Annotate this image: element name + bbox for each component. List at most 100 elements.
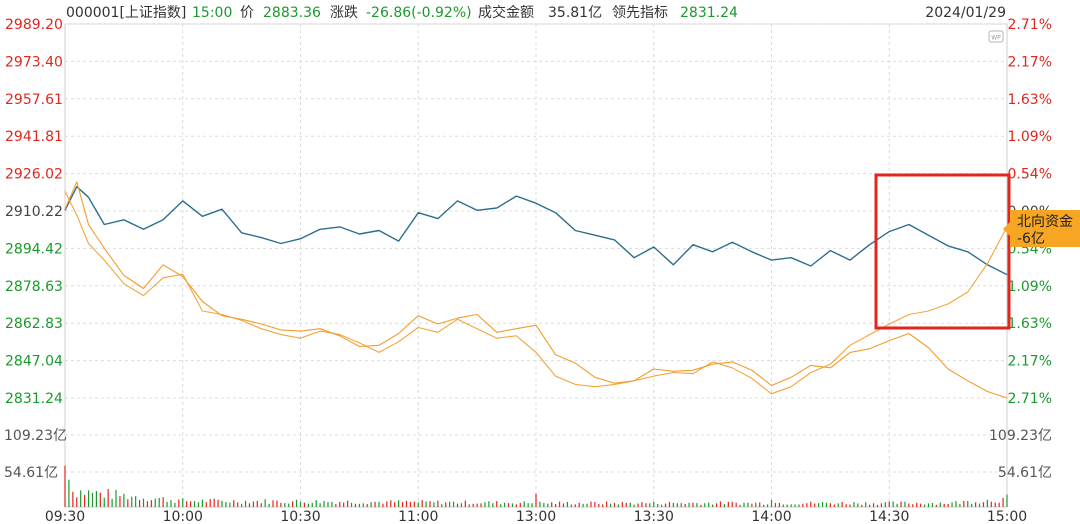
- volume-bar: [849, 504, 851, 507]
- volume-bar: [433, 502, 435, 507]
- volume-bar: [519, 502, 521, 507]
- volume-bar: [531, 503, 533, 507]
- volume-bar: [409, 501, 411, 507]
- volume-bar: [182, 498, 184, 507]
- volume-bar: [543, 502, 545, 507]
- amount-label: 成交金额: [478, 4, 534, 21]
- volume-bar: [225, 502, 227, 507]
- volume-bar: [186, 501, 188, 507]
- volume-bar: [244, 500, 247, 507]
- volume-bar: [335, 504, 337, 507]
- volume-bar: [256, 500, 258, 507]
- volume-bar: [272, 500, 274, 507]
- volume-bar: [303, 502, 306, 507]
- volume-bar: [190, 501, 192, 507]
- volume-bar: [64, 465, 66, 507]
- volume-bar: [562, 503, 565, 507]
- x-axis: 09:30 10:00 10:30 11:00 13:00 13:30 14:00 14:30…: [45, 509, 1027, 524]
- volume-bar: [107, 489, 109, 507]
- volume-bar: [374, 501, 376, 507]
- volume-bar: [390, 500, 392, 507]
- header-time: 15:00: [192, 5, 232, 21]
- volume-bar: [539, 501, 541, 507]
- volume-bar: [221, 500, 223, 507]
- volume-bar: [123, 493, 125, 507]
- volume-bar: [343, 502, 345, 507]
- y-tick-label-left: 2831.24: [5, 391, 63, 407]
- volume-bar: [696, 503, 698, 507]
- volume-bar: [947, 503, 949, 507]
- volume-bar: [798, 504, 800, 507]
- volume-bar: [468, 504, 470, 507]
- volume-bar: [841, 502, 843, 507]
- volume-bar: [119, 496, 121, 507]
- volume-bar: [609, 503, 612, 507]
- volume-bar: [366, 504, 368, 507]
- volume-bar: [904, 501, 906, 507]
- volume-bar: [688, 502, 690, 507]
- x-tick-label: 10:30: [280, 509, 320, 524]
- volume-bar: [668, 501, 671, 507]
- volume-bar: [935, 504, 937, 507]
- series-line: [64, 186, 1008, 276]
- volume-bar: [982, 502, 985, 507]
- volume-bar: [629, 502, 631, 507]
- volume-bar: [1002, 497, 1004, 507]
- volume-bar: [142, 498, 145, 507]
- volume-bar: [825, 502, 828, 507]
- volume-bar: [900, 501, 902, 507]
- volume-bar: [833, 504, 835, 507]
- volume-bar: [178, 499, 180, 507]
- y-tick-label-left: 2878.63: [5, 279, 63, 295]
- volume-bar: [252, 501, 254, 507]
- volume-bar: [456, 503, 459, 507]
- volume-bar: [872, 503, 875, 507]
- y-tick-label-left: 2989.20: [5, 17, 63, 33]
- price-label: 价: [240, 5, 254, 21]
- volume-bar: [625, 502, 627, 507]
- volume-bar: [920, 503, 922, 507]
- volume-bar: [311, 502, 313, 507]
- volume-bar: [923, 504, 926, 507]
- volume-bar: [821, 502, 824, 507]
- volume-bar: [869, 504, 871, 507]
- volume-bar: [558, 501, 561, 507]
- volume-bars: [64, 465, 1008, 507]
- volume-bar: [511, 503, 514, 507]
- volume-bar: [358, 503, 360, 507]
- volume-bar: [633, 504, 635, 507]
- volume-bar: [582, 503, 584, 507]
- volume-bar: [201, 499, 203, 507]
- series-lines: [64, 181, 1008, 399]
- volume-bar: [527, 503, 529, 507]
- volume-bar: [570, 504, 572, 507]
- volume-bar: [382, 503, 384, 507]
- volume-bar: [892, 501, 894, 507]
- volume-bar: [708, 502, 710, 507]
- volume-bar: [237, 502, 239, 507]
- x-tick-label: 15:00: [987, 509, 1027, 524]
- volume-bar: [766, 504, 769, 507]
- volume-bar: [111, 498, 113, 507]
- volume-bar: [1006, 494, 1008, 507]
- volume-bar: [912, 504, 914, 507]
- volume-bar: [68, 479, 70, 507]
- volume-bar: [350, 502, 353, 507]
- volume-bar: [676, 503, 678, 507]
- volume-bar: [802, 503, 804, 507]
- volume-bar: [354, 503, 357, 507]
- y-tick-label-right: 2.71%: [1008, 391, 1052, 407]
- volume-bar: [480, 503, 482, 507]
- series-line: [64, 191, 1008, 395]
- volume-bar: [939, 502, 941, 507]
- volume-bar: [515, 504, 517, 507]
- volume-bar: [276, 500, 278, 507]
- y-tick-label-right: 2.17%: [1008, 54, 1052, 70]
- volume-bar: [818, 503, 820, 507]
- volume-bar: [229, 502, 231, 507]
- leading-label: 领先指标: [612, 5, 668, 21]
- y-tick-label-right: 1.09%: [1008, 279, 1052, 295]
- volume-bar: [594, 502, 596, 507]
- volume-bar: [617, 504, 620, 507]
